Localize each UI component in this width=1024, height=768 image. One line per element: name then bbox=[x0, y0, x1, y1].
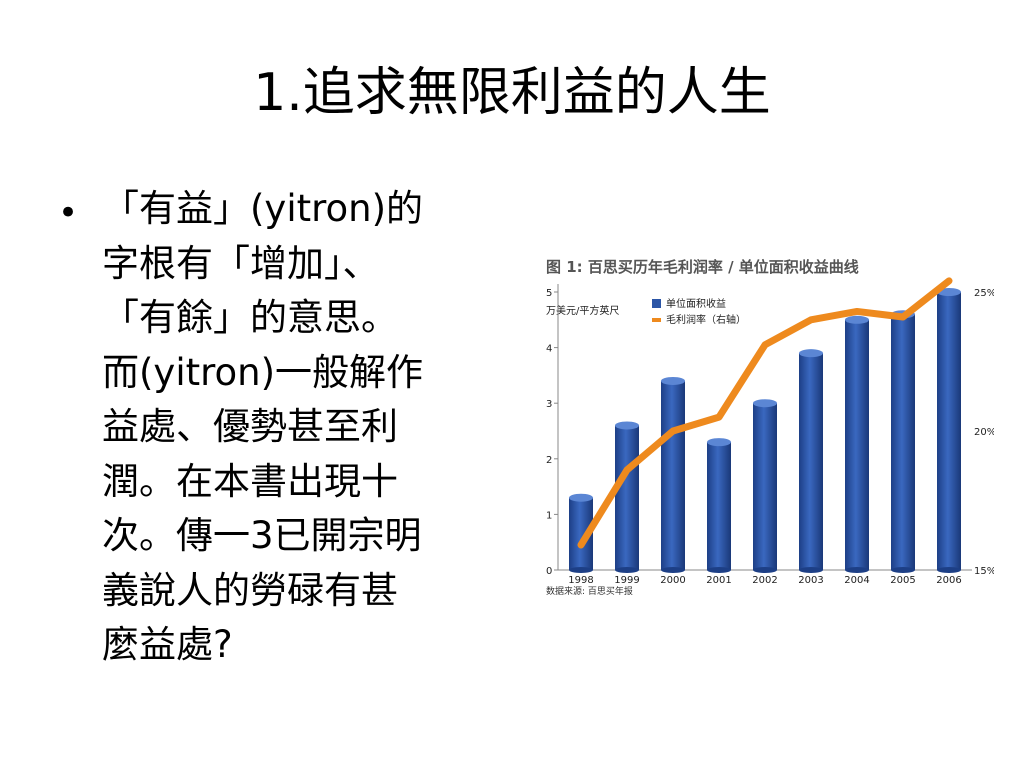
chart: 图 1: 百思买历年毛利润率 / 单位面积收益曲线 万美元/平方英尺 0 1 2 3 4… bbox=[532, 248, 994, 628]
bar bbox=[615, 425, 639, 570]
y-axis-label: 万美元/平方英尺 bbox=[546, 304, 619, 317]
bar-cap bbox=[753, 399, 777, 408]
x-tick-label: 1999 bbox=[614, 575, 639, 586]
x-tick-label: 1998 bbox=[568, 575, 593, 586]
y-tick-label: 4 bbox=[546, 344, 552, 355]
x-tick-label: 2003 bbox=[798, 575, 823, 586]
y2-tick-label: 25% bbox=[974, 288, 994, 299]
bar-cap bbox=[661, 376, 685, 385]
x-tick-label: 2006 bbox=[936, 575, 961, 586]
x-tick-label: 2004 bbox=[844, 575, 869, 586]
bullet-dot: • bbox=[58, 193, 79, 233]
bar bbox=[799, 353, 823, 570]
x-tick-label: 2000 bbox=[660, 575, 685, 586]
bar bbox=[891, 314, 915, 570]
bar-cap bbox=[845, 315, 869, 324]
bar-cap bbox=[707, 438, 731, 447]
y-tick-label: 3 bbox=[546, 399, 552, 410]
bar-base bbox=[845, 567, 869, 573]
line-series bbox=[577, 277, 953, 549]
bar-series bbox=[569, 288, 961, 573]
bar bbox=[707, 442, 731, 570]
x-tick-label: 2005 bbox=[890, 575, 915, 586]
bar-base bbox=[569, 567, 593, 573]
y2-tick-label: 20% bbox=[974, 427, 994, 438]
bar-base bbox=[707, 567, 731, 573]
bar-base bbox=[661, 567, 685, 573]
chart-svg: 图 1: 百思买历年毛利润率 / 单位面积收益曲线 万美元/平方英尺 0 1 2 3 4… bbox=[546, 258, 994, 597]
x-tick-label: 2002 bbox=[752, 575, 777, 586]
y-tick-label: 2 bbox=[546, 455, 552, 466]
bar-cap bbox=[569, 493, 593, 502]
bar-cap bbox=[615, 421, 639, 430]
legend-label: 毛利润率（右轴） bbox=[666, 313, 746, 326]
bar-cap bbox=[799, 349, 823, 358]
x-tick-label: 2001 bbox=[706, 575, 731, 586]
bar-base bbox=[799, 567, 823, 573]
slide-title: 1.追求無限利益的人生 bbox=[253, 63, 771, 123]
y-tick-label: 5 bbox=[546, 288, 552, 299]
tick-labels: 0 1 2 3 4 5 15% 20% 25% 1998 1999 2000 2001 2002 2003 2… bbox=[546, 288, 994, 586]
bar-base bbox=[937, 567, 961, 573]
legend-label: 单位面积收益 bbox=[666, 297, 726, 310]
legend-swatch bbox=[652, 318, 661, 322]
source-note: 数据来源: 百思买年报 bbox=[546, 585, 633, 597]
bullet-list: • 「有益」(yitron)的 字根有「增加」、 「有餘」的意思。 而(yitr… bbox=[58, 182, 498, 673]
bar bbox=[753, 403, 777, 570]
bar-base bbox=[891, 567, 915, 573]
margin-line bbox=[577, 277, 953, 549]
bar-base bbox=[615, 567, 639, 573]
chart-title: 图 1: 百思买历年毛利润率 / 单位面积收益曲线 bbox=[546, 258, 859, 276]
y-tick-label: 1 bbox=[546, 510, 552, 521]
bullet-text: 「有益」(yitron)的 字根有「增加」、 「有餘」的意思。 而(yitron… bbox=[102, 187, 424, 666]
bar-base bbox=[753, 567, 777, 573]
bar bbox=[661, 380, 685, 570]
bar bbox=[937, 292, 961, 570]
legend-swatch bbox=[652, 299, 661, 308]
y2-tick-label: 15% bbox=[974, 566, 994, 577]
bar bbox=[845, 319, 869, 570]
y-tick-label: 0 bbox=[546, 566, 552, 577]
